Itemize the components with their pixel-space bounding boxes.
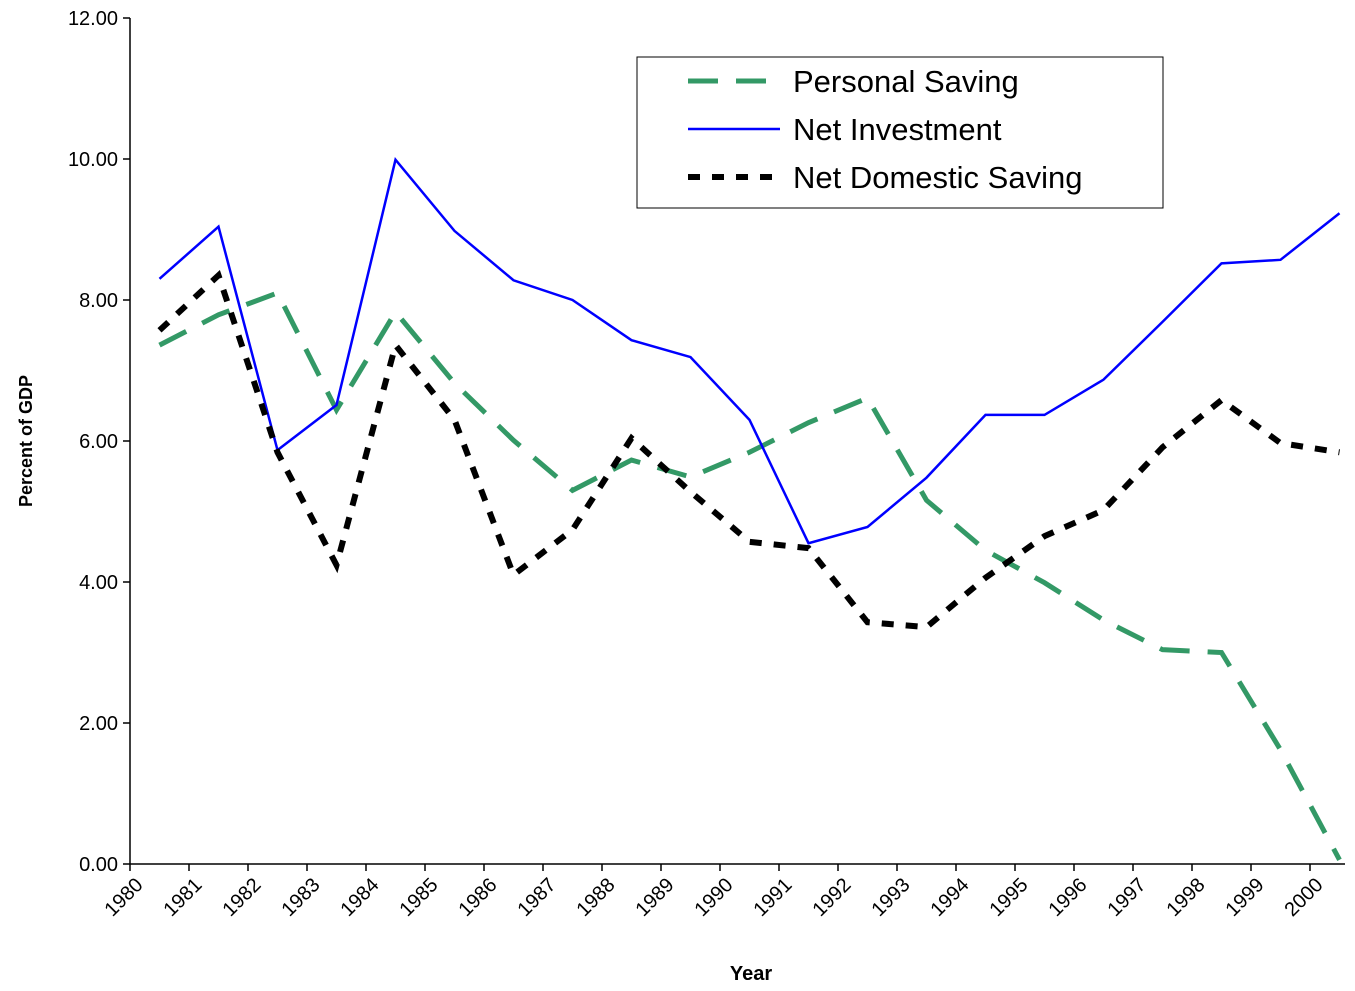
series-line — [157, 269, 1340, 631]
x-tick-label: 1993 — [868, 874, 915, 921]
x-tick-label: 1990 — [691, 874, 738, 921]
x-tick-label: 1987 — [514, 874, 561, 921]
y-tick-label: 0.00 — [79, 854, 118, 876]
y-tick-label: 8.00 — [79, 290, 118, 312]
x-tick-label: 1994 — [927, 874, 974, 921]
x-tick-label: 1982 — [219, 874, 266, 921]
x-tick-label: 1988 — [573, 874, 620, 921]
y-tick-label: 10.00 — [68, 149, 118, 171]
x-tick-label: 1989 — [632, 874, 679, 921]
x-axis-label: Year — [730, 963, 772, 985]
x-tick-label: 1984 — [337, 874, 384, 921]
y-tick-label: 4.00 — [79, 572, 118, 594]
x-tick-label: 1998 — [1163, 874, 1210, 921]
x-tick-label: 1997 — [1104, 874, 1151, 921]
y-axis-label: Percent of GDP — [16, 375, 36, 507]
x-tick-label: 1981 — [160, 874, 207, 921]
y-tick-label: 6.00 — [79, 431, 118, 453]
x-tick-label: 1999 — [1222, 874, 1269, 921]
x-tick-label: 2000 — [1281, 874, 1328, 921]
series-line — [158, 289, 1342, 861]
series-line — [158, 156, 1341, 545]
x-tick-label: 1992 — [809, 874, 856, 921]
y-tick-label: 12.00 — [68, 8, 118, 30]
x-tick-label: 1991 — [750, 874, 797, 921]
legend-label: Personal Saving — [793, 64, 1019, 99]
x-tick-label: 1996 — [1045, 874, 1092, 921]
x-tick-label: 1995 — [986, 874, 1033, 921]
x-tick-label: 1983 — [278, 874, 325, 921]
x-tick-label: 1980 — [101, 874, 148, 921]
legend-label: Net Domestic Saving — [793, 160, 1082, 195]
y-tick-label: 2.00 — [79, 713, 118, 735]
legend-box — [636, 56, 1164, 209]
legend-label: Net Investment — [793, 112, 1002, 147]
x-tick-label: 1986 — [455, 874, 502, 921]
x-tick-label: 1985 — [396, 874, 443, 921]
